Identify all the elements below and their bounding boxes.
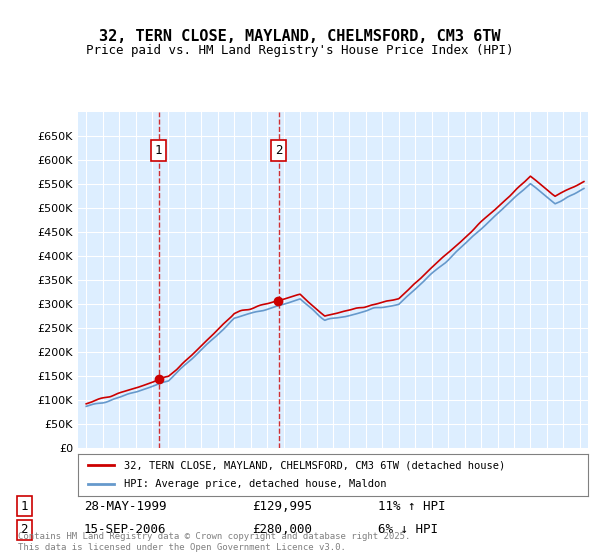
Text: 1: 1 <box>155 144 163 157</box>
Text: 11% ↑ HPI: 11% ↑ HPI <box>378 500 445 512</box>
Text: HPI: Average price, detached house, Maldon: HPI: Average price, detached house, Mald… <box>124 479 386 489</box>
Text: £280,000: £280,000 <box>252 524 312 536</box>
Text: £129,995: £129,995 <box>252 500 312 512</box>
Text: 28-MAY-1999: 28-MAY-1999 <box>84 500 167 512</box>
Text: 6% ↓ HPI: 6% ↓ HPI <box>378 524 438 536</box>
Text: 2: 2 <box>20 524 28 536</box>
Text: 2: 2 <box>275 144 283 157</box>
Text: 32, TERN CLOSE, MAYLAND, CHELMSFORD, CM3 6TW: 32, TERN CLOSE, MAYLAND, CHELMSFORD, CM3… <box>99 29 501 44</box>
Text: 32, TERN CLOSE, MAYLAND, CHELMSFORD, CM3 6TW (detached house): 32, TERN CLOSE, MAYLAND, CHELMSFORD, CM3… <box>124 460 505 470</box>
Text: 1: 1 <box>20 500 28 512</box>
Text: Contains HM Land Registry data © Crown copyright and database right 2025.
This d: Contains HM Land Registry data © Crown c… <box>18 532 410 552</box>
Text: 15-SEP-2006: 15-SEP-2006 <box>84 524 167 536</box>
Text: Price paid vs. HM Land Registry's House Price Index (HPI): Price paid vs. HM Land Registry's House … <box>86 44 514 57</box>
